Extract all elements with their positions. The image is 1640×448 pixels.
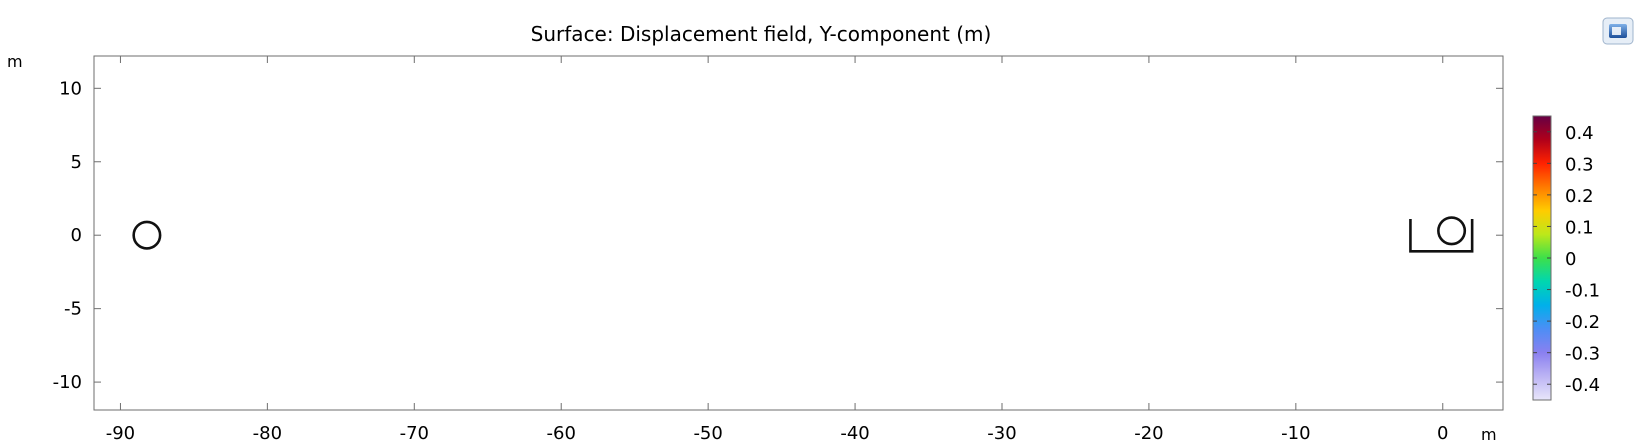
x-tick-label: -40 <box>840 423 869 444</box>
colorbar-tick-label: -0.2 <box>1565 312 1600 333</box>
colorbar-tick-label: 0.4 <box>1565 123 1594 144</box>
y-tick-label: 10 <box>59 78 82 99</box>
x-tick-label: 0 <box>1437 423 1448 444</box>
x-axis: -90 -80 -70 -60 -50 -40 -30 -20 -10 0 <box>106 56 1448 444</box>
chart-title: Surface: Displacement field, Y-component… <box>531 22 992 46</box>
colorbar-tick-label: 0.3 <box>1565 154 1594 175</box>
y-tick-label: -10 <box>53 372 82 393</box>
x-tick-label: -20 <box>1134 423 1163 444</box>
colorbar-tick-label: -0.4 <box>1565 375 1600 396</box>
x-axis-unit-label: m <box>1481 425 1497 444</box>
x-tick-label: -10 <box>1281 423 1310 444</box>
left-circle <box>132 220 162 250</box>
colorbar-tick-label: 0 <box>1565 249 1576 270</box>
y-tick-label: 0 <box>71 225 82 246</box>
colorbar-tick-label: -0.1 <box>1565 281 1600 302</box>
colorbar-tick-label: 0.1 <box>1565 217 1594 238</box>
x-tick-label: -60 <box>547 423 576 444</box>
colorbar-tick-label: 0.2 <box>1565 186 1594 207</box>
colorbar-axis: 0.4 0.3 0.2 0.1 0 -0.1 -0.2 -0.3 -0.4 <box>1533 123 1600 396</box>
right-circle <box>1437 216 1467 246</box>
y-axis-unit-label: m <box>7 52 23 71</box>
x-tick-label: -70 <box>400 423 429 444</box>
x-tick-label: -80 <box>253 423 282 444</box>
x-tick-label: -90 <box>106 423 135 444</box>
y-tick-label: -5 <box>64 299 82 320</box>
y-axis: 10 5 0 -5 -10 <box>53 78 1503 393</box>
geometry-layer <box>132 216 1474 253</box>
x-tick-label: -30 <box>987 423 1016 444</box>
colorbar-tick-label: -0.3 <box>1565 344 1600 365</box>
plot-toolbar-icon[interactable] <box>1602 17 1634 45</box>
x-tick-label: -50 <box>693 423 722 444</box>
channel-outline <box>1409 219 1474 253</box>
y-tick-label: 5 <box>71 152 82 173</box>
plot-area <box>93 55 1504 411</box>
